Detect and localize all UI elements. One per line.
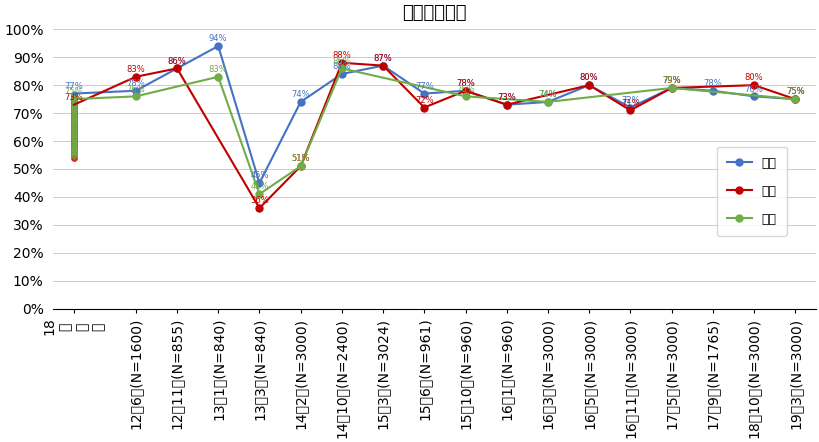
Line: 男性: 男性 [132,42,798,187]
総計 [337,66,346,71]
男性 [501,102,511,107]
総計 [131,94,141,99]
Text: 86%: 86% [167,57,186,65]
総計 [790,96,799,102]
Text: 75%: 75% [785,88,803,96]
女性 [749,83,758,88]
Text: 51%: 51% [291,154,310,164]
Text: 84%: 84% [333,62,351,71]
Text: 88%: 88% [332,51,351,60]
Text: 83%: 83% [126,65,145,74]
男性 [419,91,428,96]
女性 [419,105,428,110]
Text: 80%: 80% [744,73,762,82]
女性 [583,83,593,88]
Text: 78%: 78% [126,79,145,88]
Text: 83%: 83% [209,65,228,74]
男性 [337,71,346,76]
Text: 79%: 79% [662,76,680,85]
男性 [707,88,717,93]
総計 [296,164,305,169]
Text: 87%: 87% [373,54,392,63]
Text: 41%: 41% [250,183,269,191]
Text: 80%: 80% [579,73,598,82]
Text: 71%: 71% [620,99,639,107]
Text: 45%: 45% [250,171,269,180]
総計 [213,74,223,80]
Text: 74%: 74% [538,90,557,99]
男性 [790,96,799,102]
Text: 76%: 76% [126,84,145,94]
Text: 73%: 73% [497,93,515,102]
女性 [254,206,264,211]
男性 [296,99,305,105]
Text: 51%: 51% [291,154,310,164]
Text: 78%: 78% [455,79,474,88]
Text: 73%: 73% [497,93,515,102]
女性 [131,74,141,80]
Text: 72%: 72% [414,96,433,105]
Text: 36%: 36% [250,196,269,206]
Text: 76%: 76% [744,84,762,94]
女性 [172,66,182,71]
Text: 76%: 76% [455,84,474,94]
女性 [337,60,346,65]
男性 [666,85,676,91]
Text: 77%: 77% [65,82,84,91]
女性 [378,63,387,68]
女性 [790,96,799,102]
Line: 女性: 女性 [132,59,798,212]
Text: 94%: 94% [209,34,227,43]
Text: 79%: 79% [662,76,680,85]
Text: 74%: 74% [538,90,557,99]
男性 [749,94,758,99]
Text: 80%: 80% [579,73,598,82]
Text: 78%: 78% [703,79,722,88]
Text: 74%: 74% [291,90,310,99]
総計 [666,85,676,91]
男性 [378,63,387,68]
Text: 78%: 78% [455,79,474,88]
Text: 73%: 73% [65,93,84,102]
Text: 87%: 87% [373,54,392,63]
女性 [625,108,635,113]
男性 [460,88,470,93]
Text: 77%: 77% [414,82,433,91]
Text: 86%: 86% [167,57,186,65]
総計 [460,94,470,99]
女性 [460,88,470,93]
男性 [625,105,635,110]
Line: 総計: 総計 [132,65,798,198]
Text: 75%: 75% [785,88,803,96]
Legend: 男性, 女性, 総計: 男性, 女性, 総計 [716,147,785,236]
女性 [296,164,305,169]
Text: 86%: 86% [332,57,351,65]
男性 [583,83,593,88]
男性 [213,43,223,49]
女性 [501,102,511,107]
Text: 75%: 75% [785,88,803,96]
Title: 科学者信頼度: 科学者信頼度 [402,4,466,22]
男性 [254,180,264,186]
総計 [254,191,264,197]
Text: 75%: 75% [65,88,84,96]
総計 [542,99,552,105]
男性 [542,99,552,105]
男性 [172,66,182,71]
Text: 72%: 72% [620,96,639,105]
Text: 79%: 79% [662,76,680,85]
男性 [131,88,141,93]
女性 [666,85,676,91]
